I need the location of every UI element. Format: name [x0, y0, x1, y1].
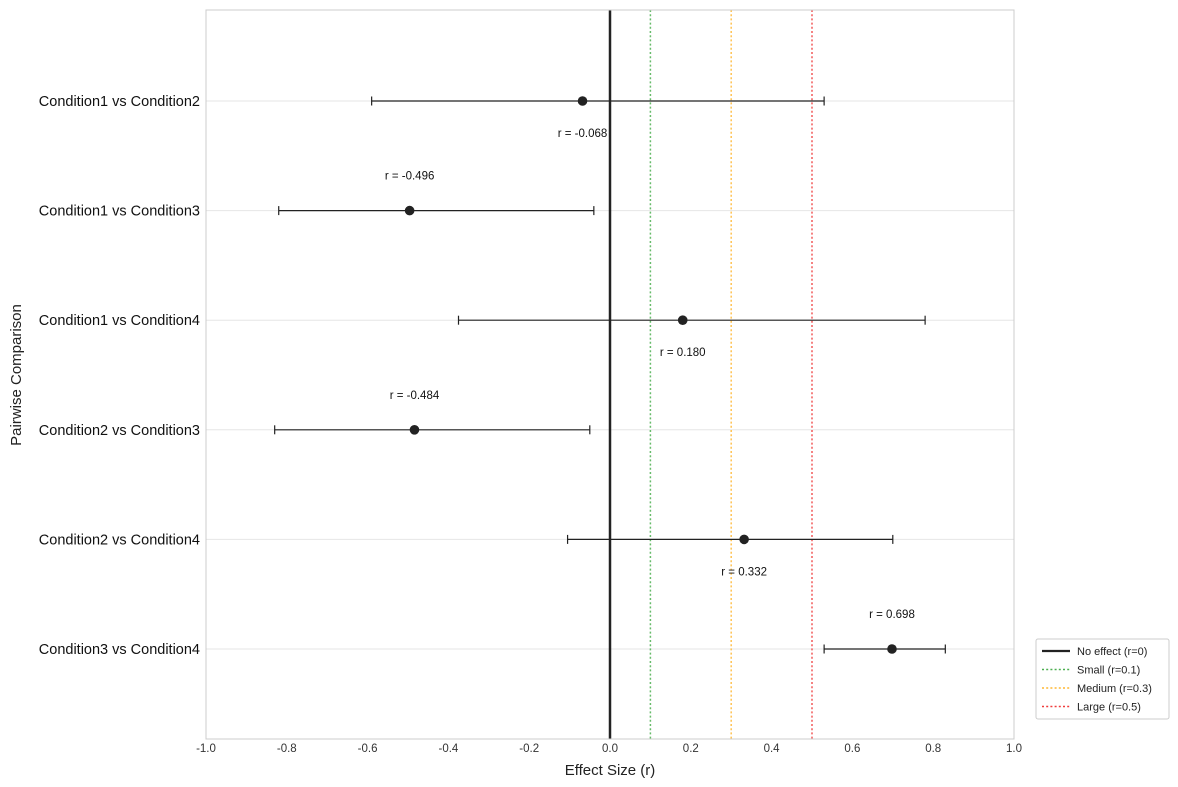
x-tick-label: 0.0	[602, 743, 618, 755]
legend-label-0: No effect (r=0)	[1077, 646, 1147, 658]
x-tick-label: -0.8	[277, 743, 297, 755]
data-point	[409, 425, 420, 435]
value-label: r = -0.068	[558, 128, 608, 140]
data-point	[404, 205, 415, 216]
y-category-label: Condition1 vs Condition4	[39, 313, 200, 329]
value-labels: r = -0.068 r = -0.496 r = 0.180 r = -0.484 r…	[385, 128, 915, 621]
y-category-label: Condition1 vs Condition3	[39, 204, 200, 220]
y-category-label: Condition2 vs Condition3	[39, 423, 200, 439]
data-points	[404, 96, 897, 654]
x-tick-label: 1.0	[1006, 743, 1022, 755]
x-tick-labels: -1.0 -0.8 -0.6 -0.4 -0.2 0.0 0.2 0.4 0.6 0.8 1.0	[196, 743, 1022, 755]
y-category-labels: Condition1 vs Condition2 Condition1 vs Co…	[39, 94, 200, 658]
legend-box	[1035, 638, 1170, 720]
x-tick-label: -0.2	[519, 743, 539, 755]
x-tick-label: -0.4	[438, 743, 458, 755]
legend-label-2: Medium (r=0.3)	[1077, 683, 1152, 695]
value-label: r = 0.698	[869, 609, 915, 621]
legend-label-3: Large (r=0.5)	[1077, 702, 1141, 714]
x-tick-label: -0.6	[358, 743, 378, 755]
legend: No effect (r=0) Small (r=0.1) Medium (r=0.…	[1035, 638, 1170, 720]
x-tick-label: 0.2	[683, 743, 699, 755]
y-axis-title: Pairwise Comparison	[8, 304, 25, 446]
plot-frame	[205, 9, 1015, 740]
y-category-label: Condition2 vs Condition4	[39, 532, 200, 548]
value-label: r = 0.332	[721, 566, 767, 578]
value-label: r = -0.484	[390, 390, 440, 402]
x-axis-title: Effect Size (r)	[565, 762, 656, 779]
data-point	[739, 534, 749, 545]
data-point	[677, 315, 688, 326]
legend-label-1: Small (r=0.1)	[1077, 665, 1140, 677]
x-tick-label: -1.0	[196, 743, 216, 755]
error-bars	[274, 96, 946, 654]
y-category-label: Condition1 vs Condition2	[39, 94, 200, 110]
y-category-label: Condition3 vs Condition4	[39, 642, 200, 658]
data-point	[577, 96, 588, 106]
value-label: r = -0.496	[385, 171, 435, 183]
data-point	[887, 644, 897, 654]
value-label: r = 0.180	[660, 347, 706, 359]
x-tick-label: 0.6	[844, 743, 860, 755]
x-tick-label: 0.4	[764, 743, 781, 755]
x-tick-label: 0.8	[925, 743, 941, 755]
reference-lines	[608, 10, 813, 739]
